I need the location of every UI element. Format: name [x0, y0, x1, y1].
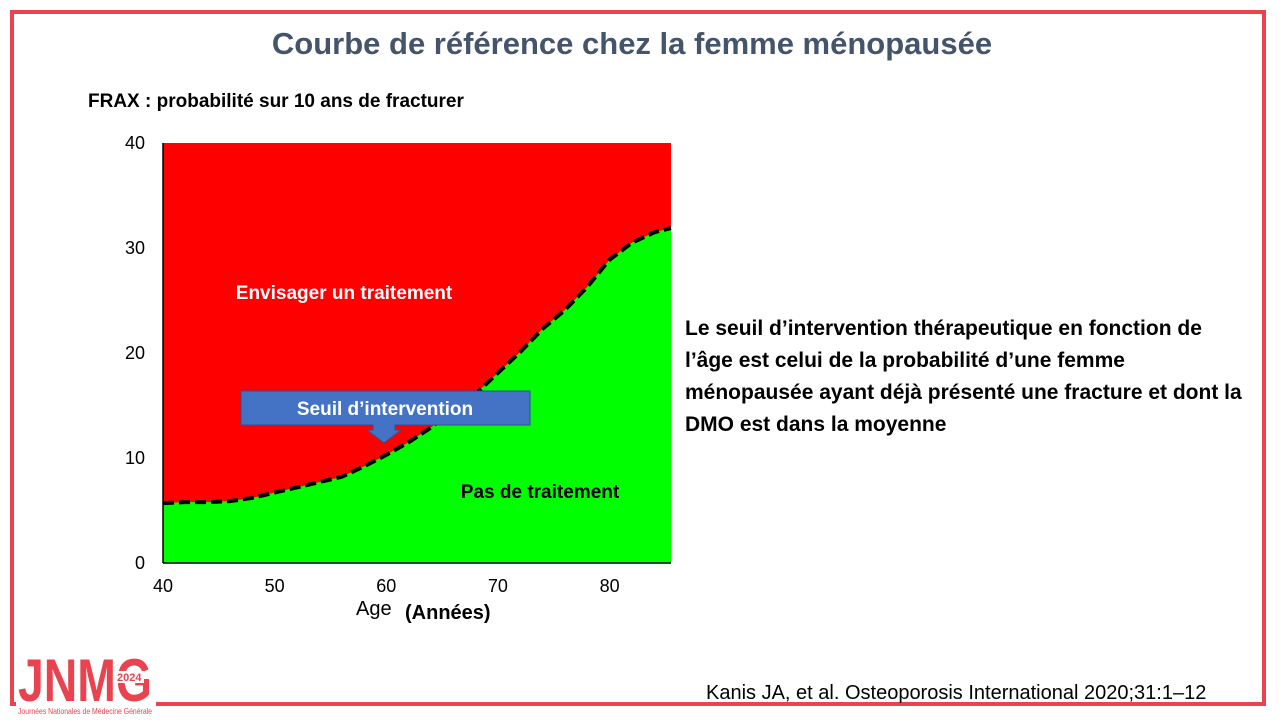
y-tick-label: 10 [125, 448, 145, 468]
logo-year: 2024 [117, 672, 142, 684]
logo-caption: Journées Nationales de Médecine Générale [18, 707, 152, 716]
x-tick-label: 80 [600, 576, 620, 596]
y-tick-label: 0 [135, 553, 145, 573]
threshold-label: Seuil d’intervention [297, 399, 473, 420]
x-tick-label: 50 [265, 576, 285, 596]
citation: Kanis JA, et al. Osteoporosis Internatio… [706, 682, 1207, 704]
jnmg-logo: JNMG 2024 Journées Nationales de Médecin… [16, 641, 156, 718]
threshold-line [162, 226, 672, 506]
slide-frame [10, 10, 1266, 706]
x-tick-label: 60 [376, 576, 396, 596]
y-tick-label: 40 [125, 133, 145, 153]
threshold-callout [240, 390, 531, 444]
x-tick-label: 40 [153, 576, 173, 596]
explanation-text: Le seuil d’intervention thérapeutique en… [685, 317, 1242, 436]
x-tick-label: 70 [488, 576, 508, 596]
treatment-label: Envisager un traitement [236, 283, 453, 304]
x-axis-unit: (Années) [405, 602, 491, 624]
no-treatment-label: Pas de traitement [461, 482, 620, 503]
chart-subtitle: FRAX : probabilité sur 10 ans de fractur… [88, 91, 464, 112]
no-treatment-area [163, 228, 671, 563]
x-axis-label: Age [356, 598, 392, 620]
y-tick-label: 30 [125, 238, 145, 258]
y-tick-label: 20 [125, 343, 145, 363]
slide-title: Courbe de référence chez la femme ménopa… [271, 26, 993, 61]
